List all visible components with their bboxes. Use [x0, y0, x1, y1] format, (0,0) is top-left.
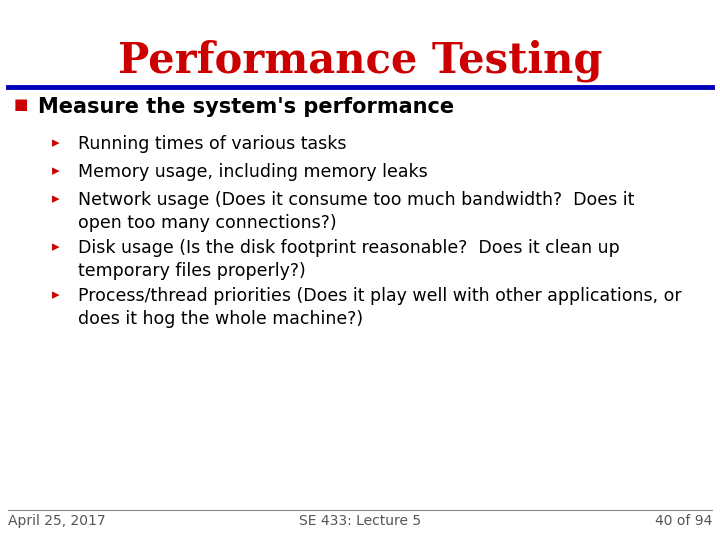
Text: April 25, 2017: April 25, 2017 — [8, 514, 106, 528]
Text: Measure the system's performance: Measure the system's performance — [38, 97, 454, 117]
Text: ■: ■ — [14, 97, 28, 112]
Text: ▸: ▸ — [52, 239, 60, 254]
Text: Process/thread priorities (Does it play well with other applications, or
does it: Process/thread priorities (Does it play … — [78, 287, 682, 328]
Text: SE 433: Lecture 5: SE 433: Lecture 5 — [299, 514, 421, 528]
Text: ▸: ▸ — [52, 135, 60, 150]
Text: ▸: ▸ — [52, 163, 60, 178]
Text: Memory usage, including memory leaks: Memory usage, including memory leaks — [78, 163, 428, 181]
Text: 40 of 94: 40 of 94 — [654, 514, 712, 528]
Text: Network usage (Does it consume too much bandwidth?  Does it
open too many connec: Network usage (Does it consume too much … — [78, 191, 634, 232]
Text: ▸: ▸ — [52, 287, 60, 302]
Text: Running times of various tasks: Running times of various tasks — [78, 135, 346, 153]
Text: Performance Testing: Performance Testing — [118, 40, 602, 83]
Text: Disk usage (Is the disk footprint reasonable?  Does it clean up
temporary files : Disk usage (Is the disk footprint reason… — [78, 239, 620, 280]
Text: ▸: ▸ — [52, 191, 60, 206]
